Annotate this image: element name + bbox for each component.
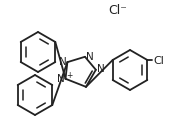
Text: Cl: Cl bbox=[153, 56, 164, 66]
Text: +: + bbox=[66, 71, 73, 80]
Text: Cl⁻: Cl⁻ bbox=[109, 5, 128, 18]
Text: N: N bbox=[86, 52, 94, 62]
Text: N: N bbox=[57, 74, 64, 84]
Text: N: N bbox=[97, 64, 105, 74]
Text: N: N bbox=[59, 57, 66, 67]
